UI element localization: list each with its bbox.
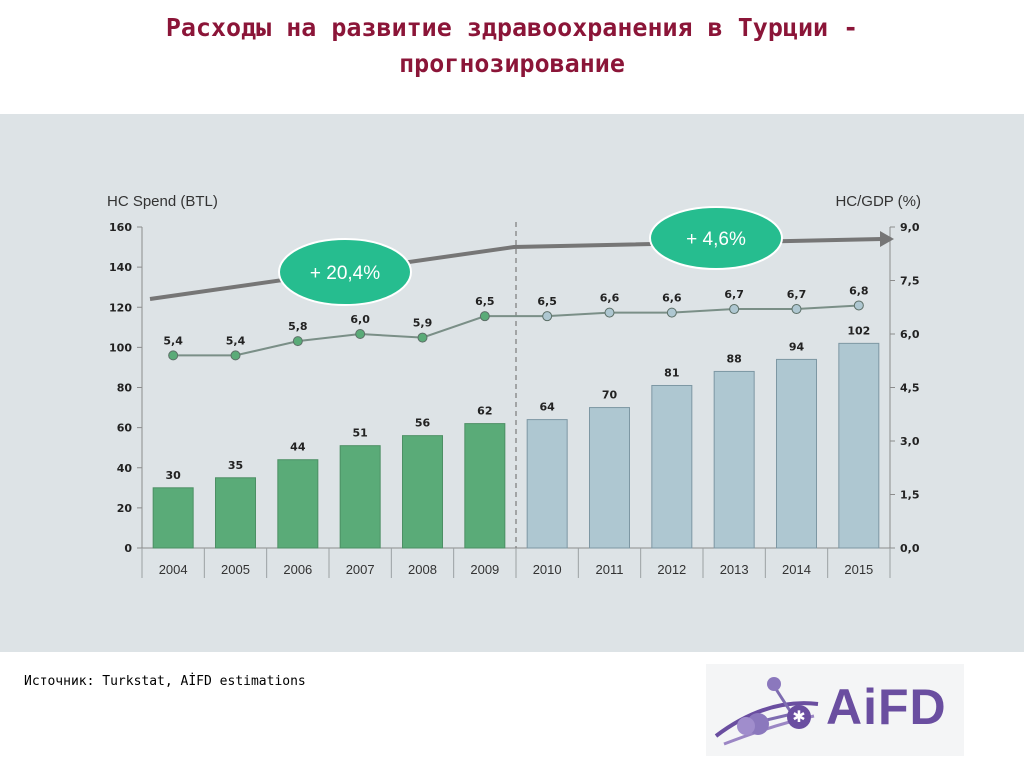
left-tick-label: 160	[109, 221, 132, 234]
line-value-label: 6,7	[787, 288, 807, 301]
line-value-label: 6,8	[849, 284, 869, 297]
bar-value-label: 81	[664, 366, 679, 379]
bar	[651, 384, 693, 549]
line-value-label: 6,0	[350, 313, 370, 326]
x-tick-label: 2014	[782, 562, 811, 577]
x-tick-label: 2007	[346, 562, 375, 577]
line-point	[479, 311, 490, 322]
right-tick-label: 3,0	[900, 435, 920, 448]
right-tick-label: 1,5	[900, 489, 920, 502]
bar	[838, 342, 880, 549]
line-point	[168, 350, 179, 361]
bar	[339, 445, 381, 549]
bar-value-label: 88	[727, 352, 742, 365]
left-tick-label: 0	[124, 542, 132, 555]
line-value-label: 6,6	[600, 292, 620, 305]
bar	[464, 423, 506, 549]
growth-badge	[278, 238, 412, 306]
line-point	[230, 350, 241, 361]
x-tick-label: 2005	[221, 562, 250, 577]
aifd-logo: ✱ AiFD	[706, 664, 964, 756]
bar	[526, 419, 568, 549]
bar-value-label: 35	[228, 459, 243, 472]
line-point	[604, 307, 615, 318]
slide-title-line1: Расходы на развитие здравоохранения в Ту…	[165, 13, 859, 42]
bar-value-label: 62	[477, 405, 492, 418]
left-tick-label: 40	[117, 462, 133, 475]
left-axis-title: HC Spend (BTL)	[107, 193, 218, 210]
line-value-label: 6,5	[475, 295, 495, 308]
slide-title-line2: прогнозирование	[399, 49, 625, 78]
bar	[277, 459, 319, 549]
bar	[152, 487, 194, 549]
right-tick-label: 6,0	[900, 328, 920, 341]
x-tick-label: 2004	[159, 562, 188, 577]
bar	[776, 358, 817, 549]
bar-value-label: 94	[789, 340, 805, 353]
svg-text:✱: ✱	[792, 707, 805, 726]
x-tick-label: 2008	[408, 562, 437, 577]
x-tick-label: 2006	[283, 562, 312, 577]
line-point	[666, 307, 677, 318]
line-point	[355, 329, 366, 339]
bar-value-label: 70	[602, 389, 618, 402]
left-tick-label: 100	[109, 341, 132, 354]
x-tick-label: 2010	[533, 562, 562, 577]
line-point	[417, 332, 428, 343]
x-tick-label: 2015	[844, 562, 873, 577]
left-tick-label: 60	[117, 422, 133, 435]
bar-value-label: 56	[415, 417, 431, 430]
left-tick-label: 120	[109, 301, 132, 314]
bar-value-label: 64	[540, 401, 556, 414]
x-tick-label: 2012	[657, 562, 686, 577]
line-value-label: 5,8	[288, 320, 308, 333]
bar-value-label: 102	[847, 324, 870, 337]
source-note: Источник: Turkstat, AİFD estimations	[24, 674, 306, 689]
left-tick-label: 140	[109, 261, 132, 274]
line-value-label: 6,7	[724, 288, 744, 301]
line-value-label: 5,4	[163, 334, 183, 347]
bar	[589, 407, 630, 549]
hc-gdp-line	[173, 304, 859, 357]
left-tick-label: 20	[117, 502, 133, 515]
x-tick-label: 2013	[720, 562, 749, 577]
slide-title: Расходы на развитие здравоохранения в Ту…	[0, 10, 1024, 82]
right-tick-label: 4,5	[900, 382, 920, 395]
bar	[402, 435, 443, 549]
bar-value-label: 51	[353, 427, 368, 440]
growth-badge-label: + 4,6%	[686, 229, 746, 250]
molecule-icon: ✱	[714, 677, 819, 746]
right-axis-title: HC/GDP (%)	[835, 193, 921, 210]
line-value-label: 6,6	[662, 292, 682, 305]
bar-value-label: 30	[166, 469, 182, 482]
line-point	[292, 336, 303, 347]
bar	[713, 370, 755, 549]
growth-badge-label: + 20,4%	[310, 263, 380, 284]
right-tick-label: 9,0	[900, 221, 920, 234]
line-point	[791, 304, 802, 315]
logo-text: AiFD	[826, 679, 947, 735]
x-tick-label: 2011	[596, 562, 624, 577]
left-tick-label: 80	[117, 382, 133, 395]
line-point	[853, 300, 864, 311]
trend-arrowhead	[880, 231, 894, 247]
line-value-label: 5,9	[413, 317, 433, 330]
bar	[215, 477, 256, 549]
growth-badge	[649, 206, 783, 270]
line-point	[542, 311, 553, 322]
line-value-label: 6,5	[537, 295, 557, 308]
right-tick-label: 7,5	[900, 275, 920, 288]
right-tick-label: 0,0	[900, 542, 920, 555]
line-value-label: 5,4	[226, 334, 246, 347]
x-tick-label: 2009	[470, 562, 499, 577]
bar-value-label: 44	[290, 441, 306, 454]
line-point	[729, 304, 740, 315]
